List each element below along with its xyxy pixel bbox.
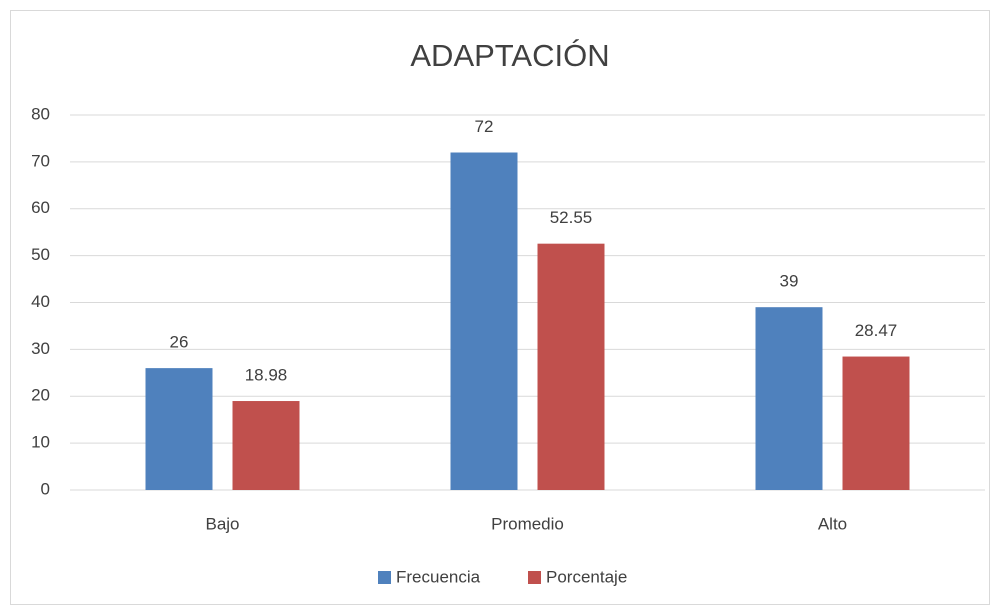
bar xyxy=(450,152,518,490)
legend-label: Porcentaje xyxy=(546,567,627,586)
legend-swatch xyxy=(378,571,391,584)
bar xyxy=(537,243,605,490)
bar xyxy=(232,401,300,490)
data-label: 18.98 xyxy=(245,366,288,385)
legend-label: Frecuencia xyxy=(396,567,481,586)
x-tick-label: Promedio xyxy=(491,514,564,533)
bar xyxy=(755,307,823,490)
bar xyxy=(145,368,213,490)
y-tick-label: 80 xyxy=(31,104,50,123)
y-tick-label: 30 xyxy=(31,339,50,358)
data-label: 26 xyxy=(170,333,189,352)
legend-swatch xyxy=(528,571,541,584)
y-tick-label: 0 xyxy=(41,479,50,498)
y-tick-label: 40 xyxy=(31,292,50,311)
data-label: 52.55 xyxy=(550,208,593,227)
y-tick-label: 60 xyxy=(31,198,50,217)
y-tick-label: 50 xyxy=(31,245,50,264)
y-tick-label: 20 xyxy=(31,386,50,405)
x-tick-label: Alto xyxy=(818,514,847,533)
bar xyxy=(842,356,910,490)
y-tick-label: 10 xyxy=(31,433,50,452)
data-label: 28.47 xyxy=(855,321,898,340)
y-tick-label: 70 xyxy=(31,151,50,170)
data-label: 39 xyxy=(780,272,799,291)
data-label: 72 xyxy=(475,117,494,136)
x-tick-label: Bajo xyxy=(205,514,239,533)
chart-title: ADAPTACIÓN xyxy=(410,38,609,73)
